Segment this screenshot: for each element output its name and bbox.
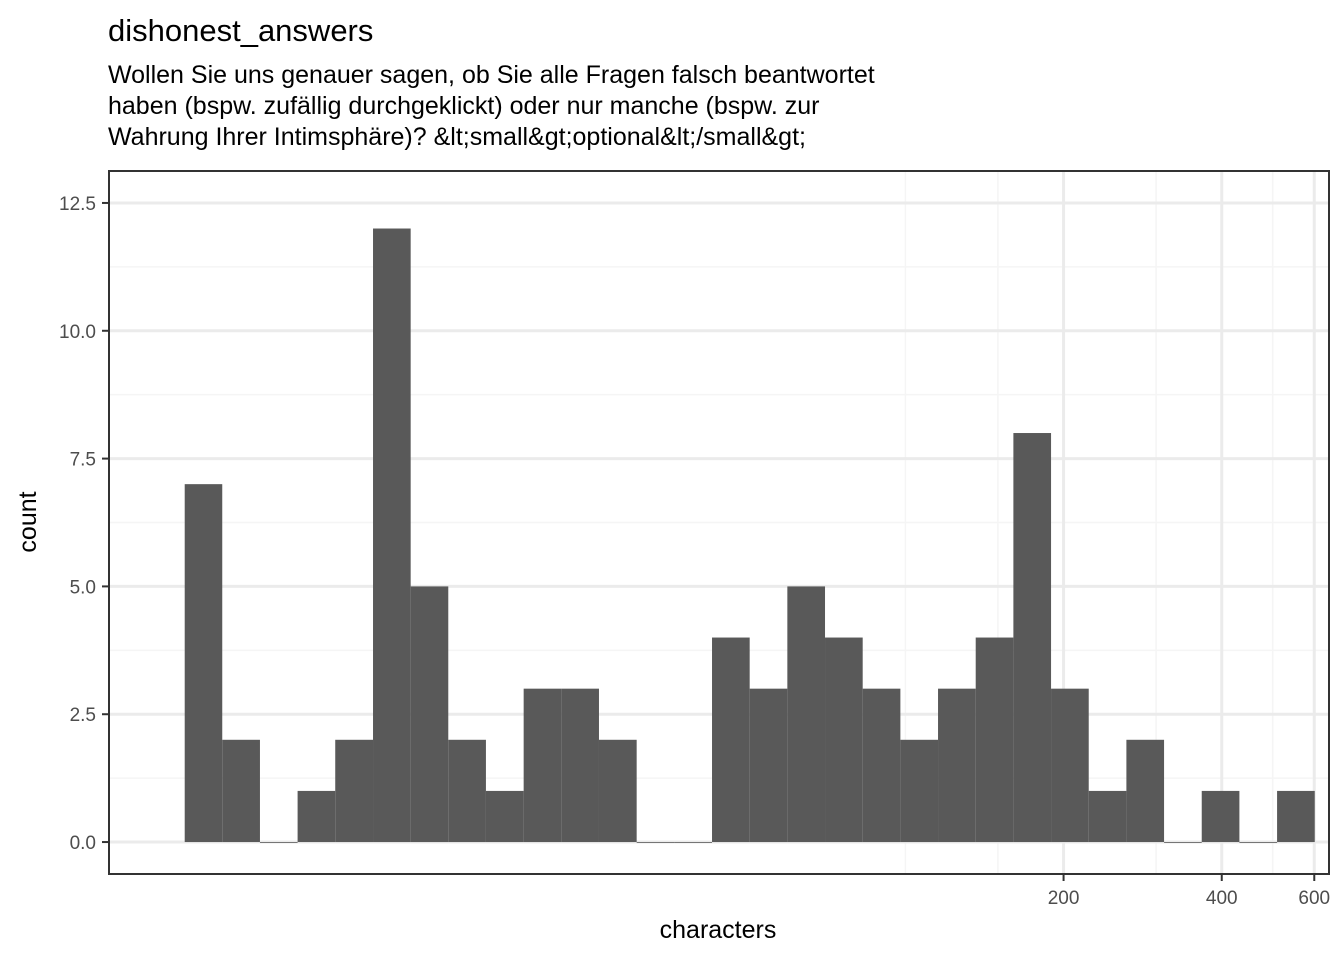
histogram-bar bbox=[1051, 688, 1089, 843]
chart-subtitle-line-1: Wollen Sie uns genauer sagen, ob Sie all… bbox=[108, 61, 875, 89]
y-tick-label: 2.5 bbox=[70, 705, 96, 726]
chart-subtitle-line-2: haben (bspw. zufällig durchgeklickt) ode… bbox=[108, 92, 819, 120]
histogram-bar bbox=[1088, 790, 1127, 843]
x-tick-label: 600 bbox=[1298, 888, 1330, 909]
y-axis: 0.0 2.5 5.0 7.5 10.0 12.5 bbox=[59, 194, 109, 854]
y-tick-label: 0.0 bbox=[70, 833, 96, 854]
histogram-bar bbox=[259, 842, 298, 843]
histogram-bars bbox=[184, 228, 1315, 843]
histogram-bar bbox=[598, 739, 637, 843]
histogram-bar bbox=[900, 739, 939, 843]
histogram-bar bbox=[825, 637, 863, 843]
histogram-bar bbox=[712, 637, 750, 843]
histogram-bar bbox=[938, 688, 976, 843]
histogram-bar bbox=[787, 586, 826, 843]
histogram-bar bbox=[523, 688, 562, 843]
histogram-bar bbox=[1277, 790, 1315, 843]
histogram-bar bbox=[410, 586, 449, 843]
histogram-bar bbox=[335, 739, 374, 843]
y-tick-label: 12.5 bbox=[59, 194, 96, 215]
histogram-bar bbox=[1013, 433, 1052, 843]
chart-subtitle-line-3: Wahrung Ihrer Intimsphäre)? &lt;small&gt… bbox=[108, 123, 806, 151]
histogram-bar bbox=[975, 637, 1014, 843]
histogram-bar bbox=[297, 790, 336, 843]
histogram-bar bbox=[749, 688, 788, 843]
histogram-bar bbox=[1164, 842, 1202, 843]
y-tick-label: 7.5 bbox=[70, 450, 96, 471]
histogram-bar bbox=[636, 842, 675, 843]
y-axis-title: count bbox=[14, 491, 42, 552]
x-tick-label: 200 bbox=[1048, 888, 1080, 909]
x-tick-label: 400 bbox=[1206, 888, 1238, 909]
x-axis: 200 400 600 bbox=[1048, 874, 1330, 909]
histogram-bar bbox=[448, 739, 486, 843]
histogram-bar bbox=[184, 484, 223, 843]
chart-title: dishonest_answers bbox=[108, 13, 373, 48]
histogram-bar bbox=[1201, 790, 1240, 843]
histogram-bar bbox=[561, 688, 599, 843]
histogram-bar bbox=[485, 790, 524, 843]
histogram-bar bbox=[222, 739, 260, 843]
histogram-bar bbox=[1126, 739, 1165, 843]
grid-lines bbox=[109, 171, 1329, 874]
histogram-bar bbox=[862, 688, 901, 843]
y-tick-label: 5.0 bbox=[70, 577, 96, 598]
x-axis-title: characters bbox=[660, 916, 777, 944]
y-tick-label: 10.0 bbox=[59, 322, 96, 343]
panel-border bbox=[108, 170, 1330, 875]
histogram-bar bbox=[674, 842, 713, 843]
histogram-bar bbox=[1239, 842, 1278, 843]
histogram-bar bbox=[373, 228, 411, 843]
